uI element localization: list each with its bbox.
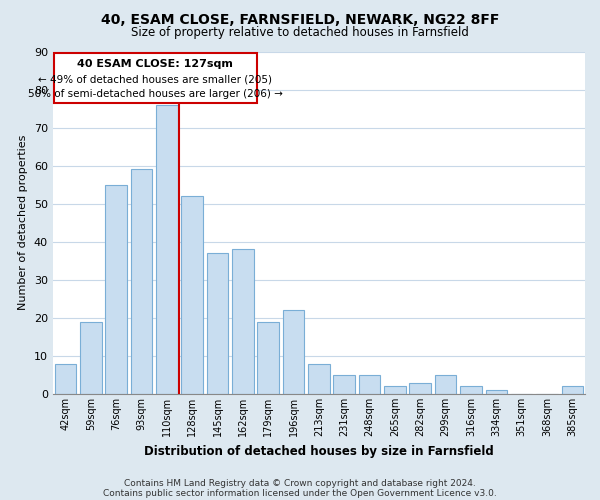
Bar: [283, 310, 304, 394]
Bar: [409, 382, 431, 394]
Bar: [257, 322, 279, 394]
Bar: [80, 322, 101, 394]
Text: Contains public sector information licensed under the Open Government Licence v3: Contains public sector information licen…: [103, 488, 497, 498]
Text: 40 ESAM CLOSE: 127sqm: 40 ESAM CLOSE: 127sqm: [77, 60, 233, 70]
Bar: [55, 364, 76, 394]
X-axis label: Distribution of detached houses by size in Farnsfield: Distribution of detached houses by size …: [144, 444, 494, 458]
Bar: [308, 364, 329, 394]
Text: Size of property relative to detached houses in Farnsfield: Size of property relative to detached ho…: [131, 26, 469, 39]
Bar: [207, 253, 228, 394]
Bar: [156, 105, 178, 394]
Bar: [232, 250, 254, 394]
Bar: [334, 375, 355, 394]
Y-axis label: Number of detached properties: Number of detached properties: [18, 135, 28, 310]
Bar: [54, 54, 257, 103]
Bar: [485, 390, 507, 394]
Bar: [181, 196, 203, 394]
Text: 50% of semi-detached houses are larger (206) →: 50% of semi-detached houses are larger (…: [28, 89, 283, 99]
Bar: [460, 386, 482, 394]
Text: 40, ESAM CLOSE, FARNSFIELD, NEWARK, NG22 8FF: 40, ESAM CLOSE, FARNSFIELD, NEWARK, NG22…: [101, 12, 499, 26]
Bar: [131, 170, 152, 394]
Bar: [384, 386, 406, 394]
Bar: [435, 375, 457, 394]
Bar: [106, 184, 127, 394]
Bar: [359, 375, 380, 394]
Text: Contains HM Land Registry data © Crown copyright and database right 2024.: Contains HM Land Registry data © Crown c…: [124, 478, 476, 488]
Text: ← 49% of detached houses are smaller (205): ← 49% of detached houses are smaller (20…: [38, 74, 272, 84]
Bar: [562, 386, 583, 394]
